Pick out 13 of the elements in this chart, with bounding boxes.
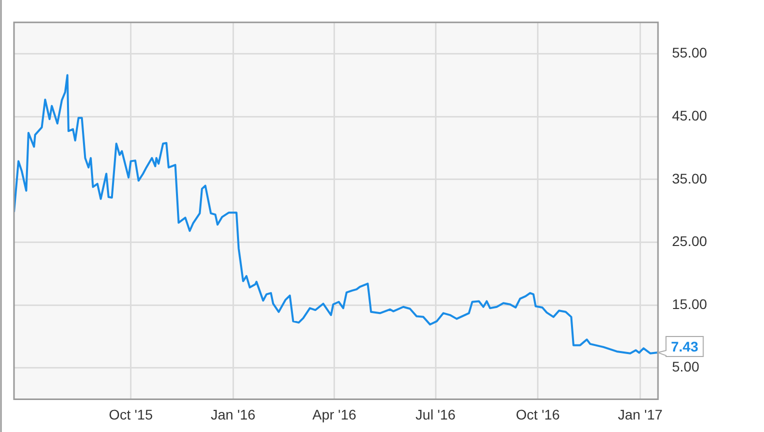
x-tick-label: Jul '16 xyxy=(416,406,456,422)
x-tick-label: Oct '15 xyxy=(108,406,153,422)
y-tick-label: 35.00 xyxy=(672,170,708,186)
y-tick-label: 55.00 xyxy=(672,44,708,61)
y-tick-label: 25.00 xyxy=(672,233,708,250)
x-tick-label: Jan '16 xyxy=(210,406,256,422)
x-tick-label: Apr '16 xyxy=(312,406,357,422)
annotation: 7.43 xyxy=(671,338,698,354)
x-tick-label: Jan '17 xyxy=(618,406,663,422)
x-tick-label: Oct '16 xyxy=(516,406,560,422)
y-tick-label: 5.00 xyxy=(672,358,700,375)
y-tick-label: 45.00 xyxy=(672,107,708,124)
y-tick-label: 15.00 xyxy=(672,296,708,312)
